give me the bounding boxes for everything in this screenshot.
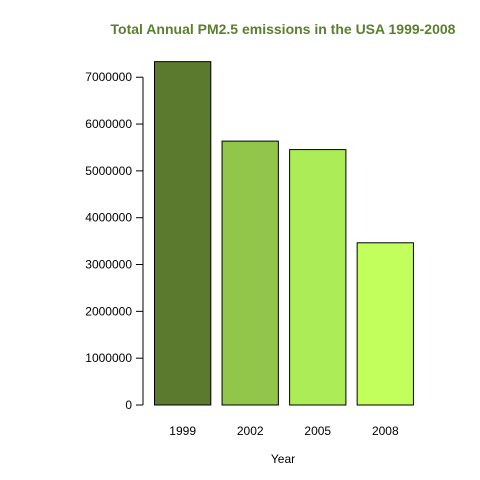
- bar-2005: [289, 149, 347, 406]
- x-axis-label: Year: [271, 452, 295, 466]
- x-tick-label: 1999: [169, 424, 196, 438]
- y-tick-label: 0: [125, 398, 132, 412]
- x-tick-label: 2005: [304, 424, 331, 438]
- y-tick-label: 1000000: [85, 351, 132, 365]
- bar-2002: [221, 140, 279, 406]
- y-axis: 0 1000000 2000000 3000000 4000000 5000000 6000…: [85, 70, 144, 412]
- bar-1999: [154, 61, 212, 406]
- y-tick-label: 5000000: [85, 164, 132, 178]
- y-tick-label: 2000000: [85, 304, 132, 318]
- x-tick-label: 2002: [237, 424, 264, 438]
- y-tick-label: 6000000: [85, 117, 132, 131]
- x-tick-labels: 1999 2002 2005 2008: [169, 424, 399, 438]
- chart-title: Total Annual PM2.5 emissions in the USA …: [111, 21, 456, 37]
- y-tick-label: 7000000: [85, 70, 132, 84]
- y-tick-label: 3000000: [85, 258, 132, 272]
- bar-2008: [356, 242, 414, 406]
- y-tick-label: 4000000: [85, 211, 132, 225]
- bars: [154, 61, 414, 406]
- x-tick-label: 2008: [372, 424, 399, 438]
